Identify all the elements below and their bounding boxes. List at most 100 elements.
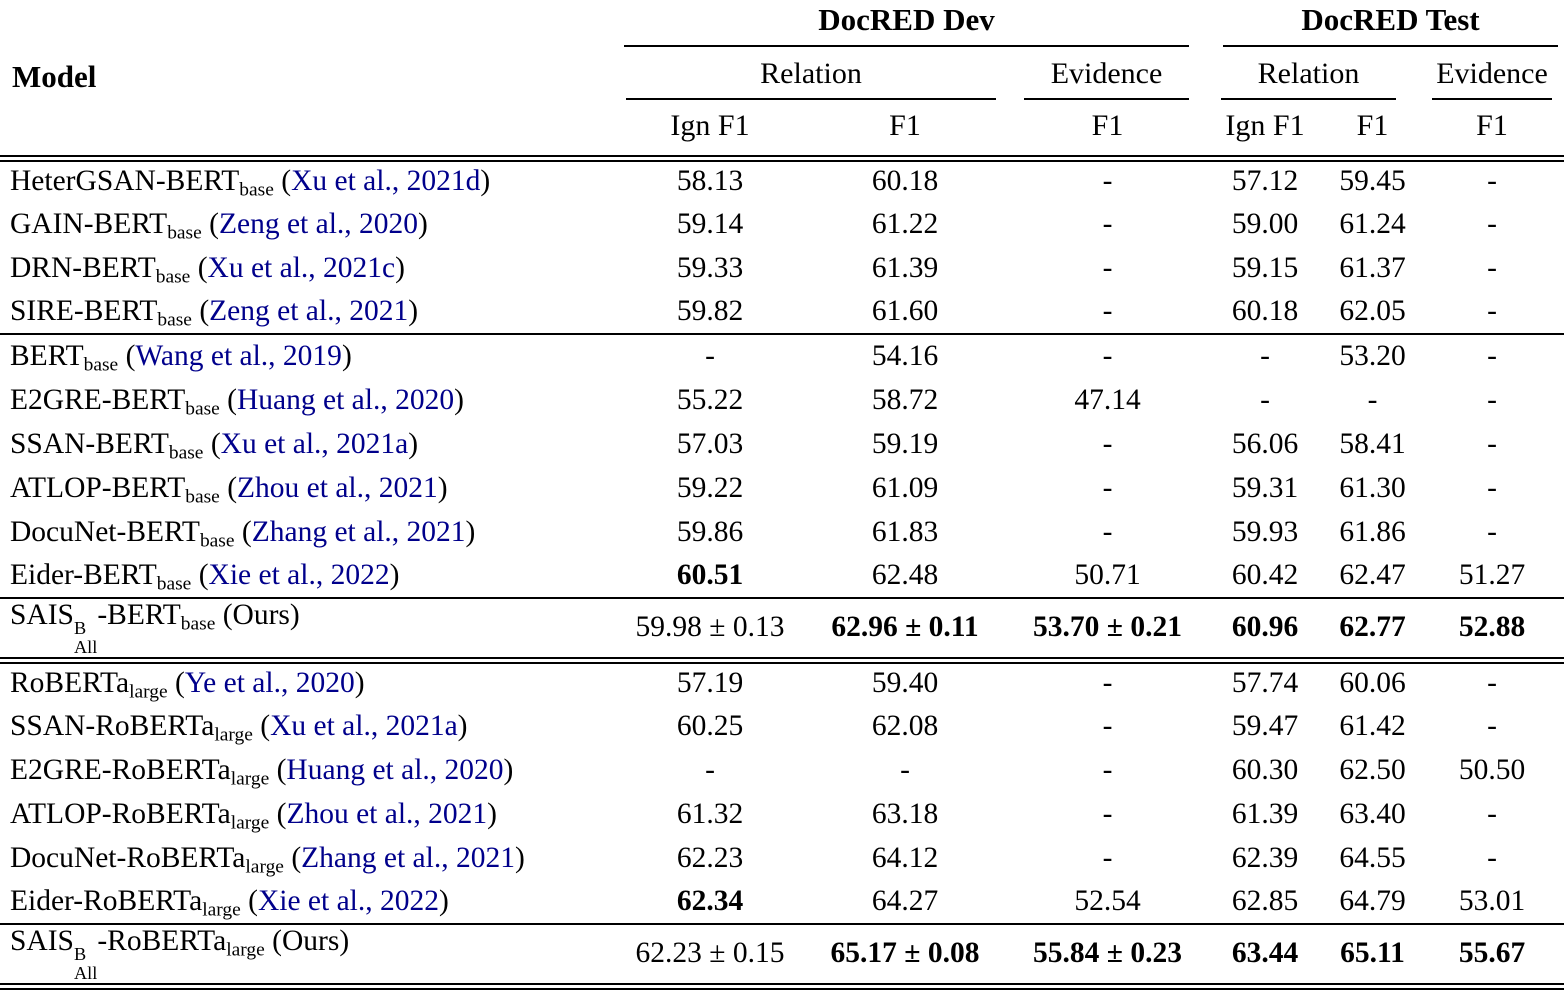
dev-evidence-f1-header: F1	[1010, 100, 1205, 158]
sais-bert-block: SAIS B All -BERTbase (Ours) 59.98 ± 0.13 62.9…	[0, 598, 1564, 660]
citation-paren-open: (	[240, 885, 258, 917]
metric-value: -	[1102, 207, 1113, 240]
model-size-subscript: large	[230, 811, 270, 833]
citation-link[interactable]: Zhang et al., 2021	[251, 515, 466, 548]
citation-paren-close: )	[341, 340, 352, 372]
model-name-text: E2GRE-RoBERTa	[10, 753, 231, 786]
citation-paren-open: (	[203, 427, 221, 460]
model-variant-subscript: All	[73, 636, 98, 657]
metric-value: 62.50	[1339, 753, 1406, 786]
citation-paren-open: (	[269, 797, 287, 830]
metric-value: 65.17 ± 0.08	[830, 937, 980, 970]
citation-link[interactable]: Ye et al., 2020	[184, 667, 355, 700]
metric-value: 55.67	[1458, 937, 1526, 970]
header-row-datasets: Model DocRED Dev DocRED Test	[0, 0, 1564, 94]
docred-dev-group-header: DocRED Dev	[620, 0, 1205, 47]
metric-value: 58.13	[676, 165, 744, 198]
metric-value: 59.19	[871, 427, 939, 460]
metric-value: -	[1487, 165, 1497, 198]
metric-value: 60.18	[1231, 295, 1299, 327]
citation-link[interactable]: Zhou et al., 2021	[237, 471, 438, 504]
citation-link[interactable]: Huang et al., 2020	[286, 753, 504, 786]
citation-paren-close: )	[439, 885, 449, 917]
table-row: SIRE-BERTbase (Zeng et al., 2021) 59.82 61…	[0, 290, 1564, 334]
metric-value: 51.27	[1458, 559, 1526, 591]
metric-value: -	[1102, 667, 1113, 700]
citation-link[interactable]: Xu et al., 2021a	[270, 709, 458, 742]
metric-value: 60.30	[1231, 753, 1299, 786]
citation-link[interactable]: Xu et al., 2021a	[220, 427, 409, 460]
model-header-label: Model	[12, 59, 97, 95]
model-name-cell: SIRE-BERTbase (Zeng et al., 2021)	[0, 290, 620, 334]
citation-paren-open: (	[191, 559, 209, 591]
citation-link[interactable]: Zeng et al., 2020	[218, 207, 419, 240]
metric-value: 50.50	[1458, 753, 1526, 786]
table-row: RoBERTalarge (Ye et al., 2020) 57.19 59.40…	[0, 660, 1564, 704]
citation-link[interactable]: Xie et al., 2022	[257, 885, 439, 917]
metric-value: 59.86	[676, 515, 744, 548]
model-name-cell: ATLOP-RoBERTalarge (Zhou et al., 2021)	[0, 792, 620, 836]
citation-link[interactable]: Zhou et al., 2021	[286, 797, 488, 830]
metric-value: 60.18	[871, 165, 939, 198]
metric-value: 60.96	[1231, 611, 1299, 644]
metric-value: -	[1487, 427, 1497, 460]
citation-link[interactable]: Zeng et al., 2021	[209, 295, 409, 327]
test-ign-f1-label: Ign F1	[1225, 108, 1305, 142]
citation-link[interactable]: Xie et al., 2022	[208, 559, 390, 591]
model-name-cell: ATLOP-BERTbase (Zhou et al., 2021)	[0, 466, 620, 510]
metric-value: 56.06	[1231, 427, 1299, 460]
metric-value: -	[1487, 251, 1497, 284]
dev-f1-header: F1	[800, 100, 1010, 158]
metric-value: 63.18	[871, 797, 939, 830]
model-name-text: (Ours)	[264, 925, 350, 958]
citation-paren-open: (	[234, 515, 252, 548]
metric-value: 54.16	[871, 340, 939, 372]
metric-value: -	[1367, 383, 1378, 416]
citation-link[interactable]: Xu et al., 2021d	[291, 165, 481, 198]
citation-link[interactable]: Wang et al., 2019	[135, 340, 342, 372]
metric-value: 62.08	[871, 709, 939, 742]
citation-paren-close: )	[487, 797, 497, 830]
citation-link[interactable]: Zhang et al., 2021	[301, 841, 515, 874]
metric-value: 47.14	[1074, 383, 1141, 416]
metric-value: 62.23 ± 0.15	[635, 937, 785, 970]
metric-value: 61.39	[1231, 797, 1299, 830]
table-row: E2GRE-BERTbase (Huang et al., 2020) 55.22…	[0, 378, 1564, 422]
model-name-text: SSAN-BERT	[10, 427, 169, 460]
citation-link[interactable]: Huang et al., 2020	[237, 383, 455, 416]
metric-value: 61.24	[1339, 207, 1406, 240]
test-evidence-header: Evidence	[1420, 47, 1564, 100]
metric-value: 57.74	[1231, 667, 1299, 700]
metric-value: 62.34	[676, 885, 744, 917]
model-size-subscript: base	[185, 397, 220, 419]
model-name-cell: SSAN-BERTbase (Xu et al., 2021a)	[0, 422, 620, 466]
model-name-text: E2GRE-BERT	[10, 383, 186, 416]
metric-value: -	[1487, 515, 1497, 548]
metric-value: 62.23	[676, 841, 744, 874]
citation-paren-close: )	[457, 709, 468, 742]
model-size-subscript: base	[83, 354, 119, 376]
metric-value: -	[1102, 753, 1113, 786]
dev-relation-label: Relation	[626, 57, 996, 100]
table-row: SAIS B All -RoBERTalarge (Ours) 62.23 ± 0.15…	[0, 924, 1564, 986]
model-size-subscript: base	[180, 613, 216, 635]
model-name-cell: GAIN-BERTbase (Zeng et al., 2020)	[0, 202, 620, 246]
table-row: DocuNet-RoBERTalarge (Zhang et al., 2021…	[0, 836, 1564, 880]
model-size-subscript: large	[202, 899, 241, 921]
model-variant-supsub: B All	[74, 945, 97, 982]
citation-paren-close: )	[418, 207, 428, 240]
model-name-cell: Eider-BERTbase (Xie et al., 2022)	[0, 554, 620, 598]
metric-value: -	[705, 753, 715, 786]
test-relation-label: Relation	[1221, 57, 1396, 100]
citation-paren-close: )	[465, 515, 476, 548]
metric-value: 53.20	[1339, 340, 1406, 372]
metric-value: 60.25	[676, 709, 744, 742]
metric-value: 62.05	[1339, 295, 1406, 327]
dev-evidence-f1-label: F1	[1091, 108, 1124, 142]
dev-evidence-label: Evidence	[1024, 57, 1189, 100]
model-name-text: SSAN-RoBERTa	[10, 709, 215, 742]
citation-link[interactable]: Xu et al., 2021c	[207, 251, 396, 284]
model-name-cell: E2GRE-BERTbase (Huang et al., 2020)	[0, 378, 620, 422]
metric-value: 61.83	[871, 515, 939, 548]
metric-value: -	[1102, 165, 1113, 198]
